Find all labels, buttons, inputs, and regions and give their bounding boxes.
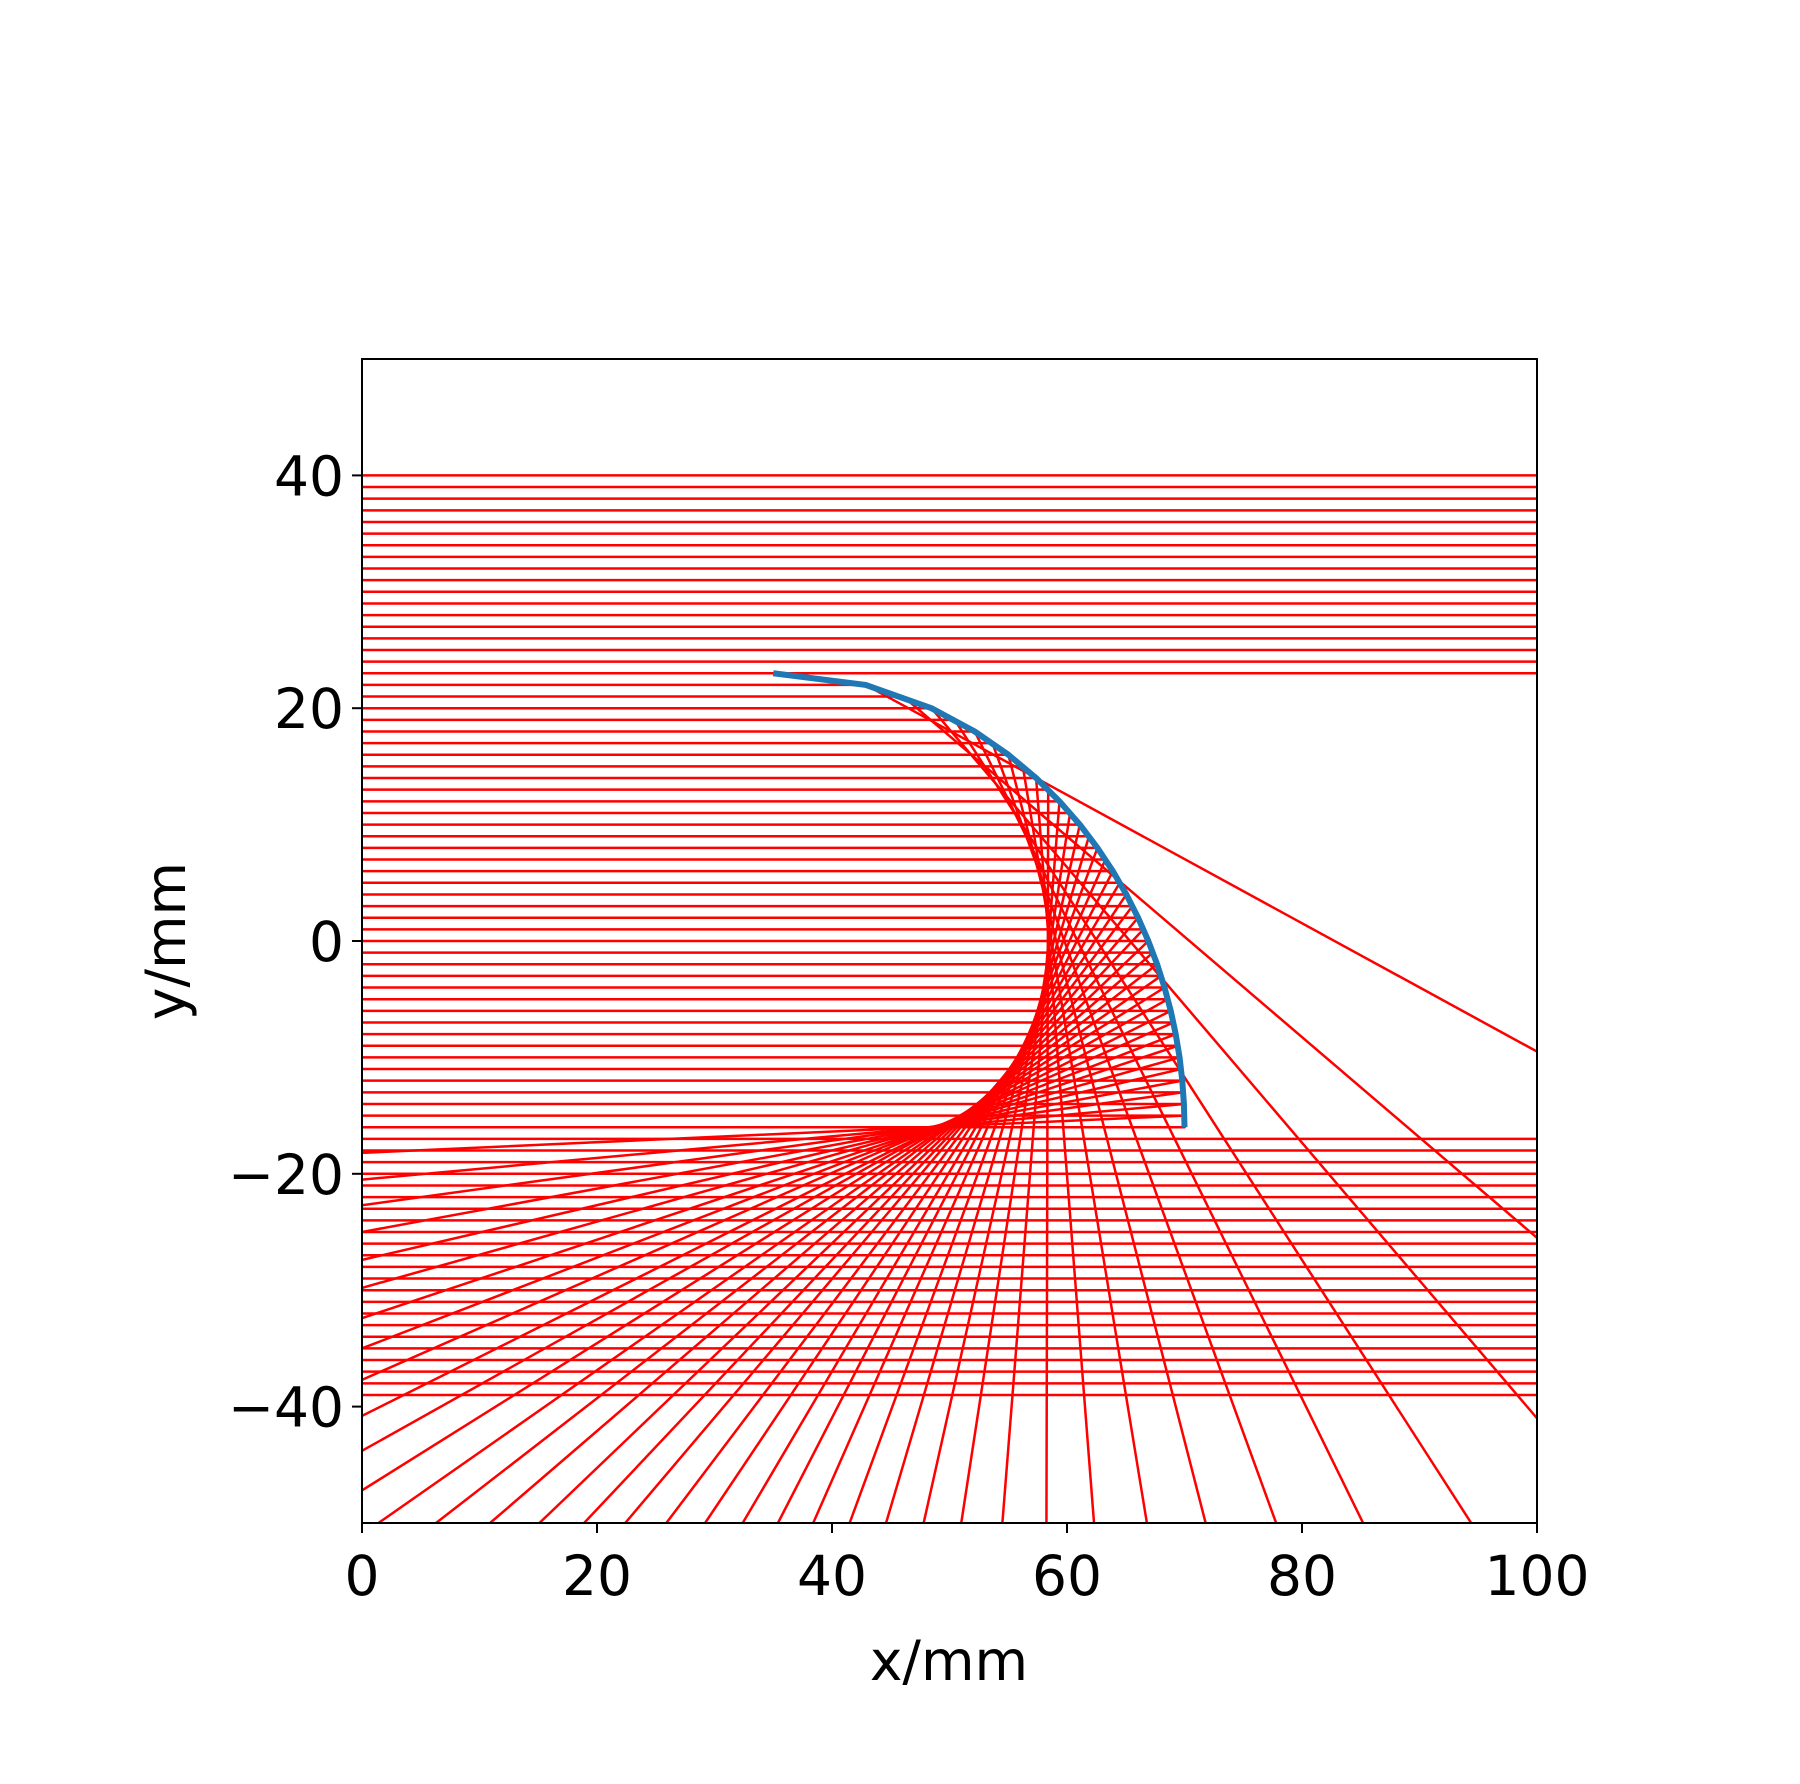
x-tick-label: 80 <box>1267 1544 1337 1608</box>
y-tick-label: −20 <box>228 1143 344 1207</box>
y-tick-label: −40 <box>228 1376 344 1440</box>
y-tick-label: 40 <box>274 444 344 508</box>
x-tick-label: 40 <box>797 1544 867 1608</box>
ray <box>362 951 1155 1523</box>
ray <box>362 1114 1186 1155</box>
y-axis-label: y/mm <box>134 862 198 1020</box>
ray <box>362 683 1537 1053</box>
ray <box>362 1091 1185 1207</box>
ray <box>362 788 1050 1523</box>
x-tick-label: 100 <box>1485 1544 1590 1608</box>
y-tick-label: 20 <box>274 677 344 741</box>
plot-area <box>362 474 1537 1523</box>
x-tick-label: 0 <box>345 1544 380 1608</box>
x-tick-label: 60 <box>1032 1544 1102 1608</box>
x-tick-label: 20 <box>562 1544 632 1608</box>
x-axis-label: x/mm <box>870 1629 1028 1693</box>
mirror <box>772 670 1188 1128</box>
y-tick-label: 0 <box>309 910 344 974</box>
ray <box>362 858 1107 1523</box>
ray <box>362 986 1166 1492</box>
ray <box>362 834 1091 1523</box>
ray <box>362 1044 1180 1320</box>
